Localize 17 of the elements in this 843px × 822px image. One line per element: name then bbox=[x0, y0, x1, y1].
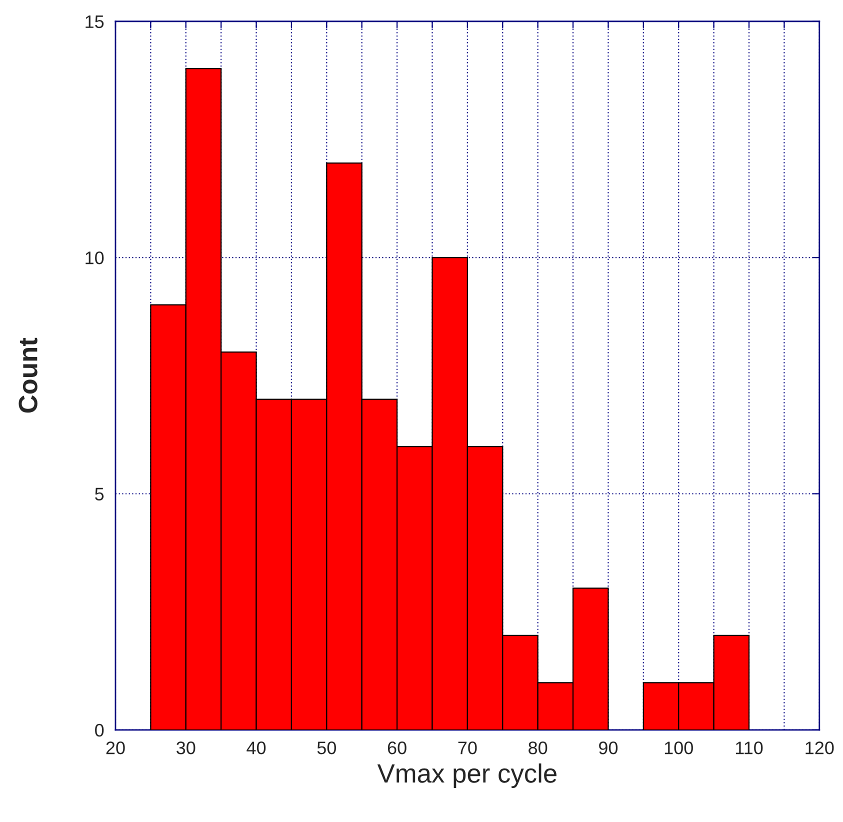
y-axis-title: Count bbox=[18, 338, 38, 413]
y-tick-label: 0 bbox=[95, 724, 104, 737]
x-tick-label: 30 bbox=[176, 742, 196, 754]
x-axis-title: Vmax per cycle bbox=[377, 763, 556, 788]
x-tick-label: 70 bbox=[458, 742, 477, 754]
x-tick-label: 120 bbox=[806, 742, 834, 754]
x-tick-label: 20 bbox=[106, 742, 125, 754]
y-tick-label: 5 bbox=[95, 488, 104, 500]
x-tick-label: 80 bbox=[528, 742, 548, 754]
y-tick-label: 15 bbox=[86, 15, 104, 28]
y-tick-label: 10 bbox=[86, 251, 104, 264]
x-tick-label: 50 bbox=[317, 742, 336, 754]
x-tick-label: 90 bbox=[599, 742, 618, 754]
x-tick-label: 110 bbox=[736, 742, 763, 754]
x-tick-label: 100 bbox=[664, 742, 693, 754]
x-tick-label: 60 bbox=[388, 742, 406, 754]
x-tick-label: 40 bbox=[246, 742, 266, 754]
